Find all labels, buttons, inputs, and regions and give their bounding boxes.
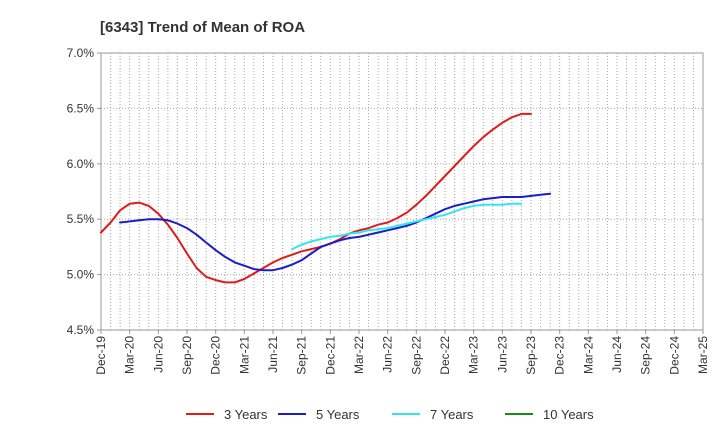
y-tick-label: 7.0% — [67, 46, 95, 60]
x-tick-label: Dec-21 — [323, 336, 337, 375]
chart-title: [6343] Trend of Mean of ROA — [100, 19, 305, 36]
y-tick-label: 5.5% — [67, 212, 95, 226]
x-tick-label: Dec-22 — [438, 336, 452, 375]
y-tick-label: 6.0% — [67, 157, 95, 171]
x-tick-label: Mar-20 — [123, 336, 137, 374]
x-tick-label: Dec-24 — [667, 336, 681, 375]
x-tick-label: Jun-21 — [266, 336, 280, 373]
x-tick-label: Dec-23 — [553, 336, 567, 375]
series-line-5-years — [119, 192, 552, 272]
x-tick-label: Mar-22 — [352, 336, 366, 374]
series-line-3-years — [100, 112, 532, 284]
grid — [101, 53, 703, 330]
x-tick-label: Mar-23 — [467, 336, 481, 374]
x-tick-label: Mar-24 — [581, 336, 595, 374]
x-tick-label: Mar-25 — [696, 336, 710, 374]
x-tick-label: Jun-20 — [151, 336, 165, 373]
x-tick-label: Dec-20 — [209, 336, 223, 375]
x-tick-label: Sep-24 — [639, 336, 653, 375]
x-axis-ticks: Dec-19 Mar-20 Jun-20 Sep-20 Dec-20 Mar-21 Jun-… — [94, 330, 710, 375]
x-tick-label: Sep-23 — [524, 336, 538, 375]
x-tick-label: Sep-20 — [180, 336, 194, 375]
x-tick-label: Jun-23 — [495, 336, 509, 373]
x-tick-label: Dec-19 — [94, 336, 108, 375]
x-tick-label: Sep-22 — [409, 336, 423, 375]
y-tick-label: 4.5% — [67, 323, 95, 337]
legend-label: 5 Years — [316, 407, 360, 422]
y-tick-label: 6.5% — [67, 101, 95, 115]
legend: 3 Years 5 Years 7 Years 10 Years — [186, 407, 594, 422]
x-tick-label: Jun-24 — [610, 336, 624, 373]
y-axis-ticks: 4.5% 5.0% 5.5% 6.0% 6.5% 7.0% — [67, 46, 101, 337]
legend-label: 10 Years — [543, 407, 594, 422]
x-tick-label: Jun-22 — [381, 336, 395, 373]
x-tick-label: Mar-21 — [237, 336, 251, 374]
legend-label: 7 Years — [430, 407, 474, 422]
x-tick-label: Sep-21 — [295, 336, 309, 375]
series-line-7-years — [291, 202, 523, 251]
plot-frame — [100, 52, 704, 331]
y-tick-label: 5.0% — [67, 268, 95, 282]
series-lines — [100, 112, 552, 284]
legend-label: 3 Years — [224, 407, 268, 422]
